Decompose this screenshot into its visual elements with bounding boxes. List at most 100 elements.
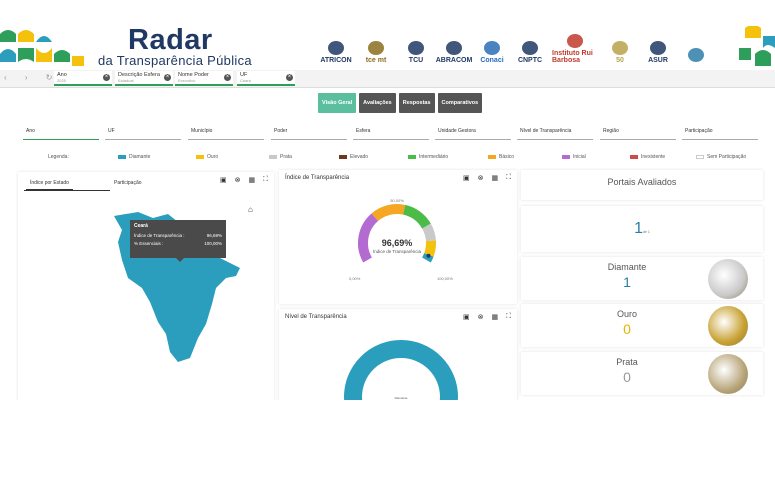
gauge-panel: Índice de Transparência ▣ ⊗ ▦ ⛶ 96,69% Í… [279,170,517,304]
fullscreen-icon[interactable]: ⛶ [506,313,511,320]
legend-swatch [269,155,277,159]
partner-logo-label: tce mt [365,57,387,64]
gauge-segment [421,223,436,242]
tooltip-label: % Essenciais : [134,241,164,246]
filter-chip[interactable]: UF Ceará × [237,71,295,86]
partner-logo-label: 50 [616,57,624,64]
filter-dropdown[interactable]: Unidade Gestora [435,128,511,140]
portal-level-card: Diamante 1 [521,257,763,300]
decorative-shapes [0,30,84,66]
chip-value: 2025 [57,78,66,83]
table-view-icon[interactable]: ▦ [491,314,499,321]
chip-remove-icon[interactable]: × [164,74,171,81]
chip-label: UF [240,72,248,78]
image-export-icon[interactable]: ▣ [219,177,227,184]
decorative-shapes-right [739,26,775,66]
legend-swatch [562,155,570,159]
portals-total-card: 1de 1 [521,206,763,252]
table-view-icon[interactable]: ▦ [491,175,499,182]
legend-swatch [408,155,416,159]
filter-dropdown[interactable]: Participação [682,128,758,140]
level-card-value: 1 [623,274,631,290]
partner-logo-label: Conaci [480,57,504,64]
image-export-icon[interactable]: ▣ [462,175,470,182]
transparency-gauge[interactable]: 96,69% Índice de Transparência 50,00% 0,… [339,198,459,298]
partner-logo-icon [446,41,462,55]
gauge-min-label: 0,00% [349,276,361,281]
partner-logo-label: ABRACOM [435,57,473,64]
tooltip-value: 100,00% [204,241,222,246]
map-panel: ▣ ⊗ ▦ ⛶ Índice por Estado Participação ⌂ [18,172,274,400]
filter-chip[interactable]: Descrição Esfera Estadual × [115,71,173,86]
chip-remove-icon[interactable]: × [103,74,110,81]
chip-value: Estadual [118,78,134,83]
partner-logo-icon [688,48,704,62]
fullscreen-icon[interactable]: ⛶ [506,174,511,181]
navigation-arrows-icon[interactable]: ‹ › ↻ [4,73,61,82]
gauge-value: 96,69% [382,238,413,248]
image-export-icon[interactable]: ▣ [462,314,470,321]
legend-item: Elevado [339,154,368,160]
partner-logo-label: TCU [408,57,424,64]
tooltip-label: Índice de Transparência : [134,233,185,238]
filter-chip[interactable]: Ano 2025 × [54,71,112,86]
filter-dropdown[interactable]: Município [188,128,264,140]
filter-dropdown[interactable]: Esfera [353,128,429,140]
partner-logo: Instituto Rui Barbosa [552,34,598,64]
legend-item: Diamante [118,154,150,160]
gauge-panel-title: Índice de Transparência [285,175,350,181]
partner-logo: Conaci [476,41,508,64]
filter-dropdown[interactable]: Região [600,128,676,140]
map-tooltip: Ceará Índice de Transparência : 96,69% %… [130,220,226,262]
portals-title: Portais Avaliados [607,177,677,187]
tab-respostas[interactable]: Respostas [398,93,435,113]
close-circle-icon[interactable]: ⊗ [477,314,484,321]
tab-indice-por-estado[interactable]: Índice por Estado [26,177,73,190]
legend-item: Intermediário [408,154,448,160]
partner-logo: CNPTC [514,41,546,64]
tab-avaliacoes[interactable]: Avaliações [359,93,396,113]
home-icon[interactable]: ⌂ [248,205,253,214]
brand-subtitle: da Transparência Pública [98,53,252,68]
medal-icon [708,354,748,394]
filter-dropdown[interactable]: Poder [271,128,347,140]
filter-chip[interactable]: Nome Poder Executivo × [175,71,233,86]
brand-title: Radar [128,24,213,56]
filter-chip-bar: ‹ › ↻ Ano 2025 × Descrição Esfera Estadual × N… [0,70,775,88]
gauge-max-label: 100,00% [437,276,453,281]
close-circle-icon[interactable]: ⊗ [234,177,241,184]
level-card-value: 0 [623,321,631,337]
legend-swatch [196,155,204,159]
partner-logo-label: CNPTC [517,57,543,64]
legend-label: Prata [280,154,292,160]
tab-participacao[interactable]: Participação [114,180,142,186]
tab-comparativos[interactable]: Comparativos [437,93,483,113]
partner-logo-icon [522,41,538,55]
tab-visao-geral[interactable]: Visão Geral [318,93,357,113]
table-view-icon[interactable]: ▦ [248,177,256,184]
filter-dropdown[interactable]: Nível de Transparência [517,128,593,140]
legend-label: Diamante [129,154,151,160]
filter-dropdown[interactable]: Ano [23,128,99,140]
level-card-title: Ouro [616,309,637,319]
chip-remove-icon[interactable]: × [224,74,231,81]
portals-total: 1de 1 [521,220,763,238]
panel-toolbar: ▣ ⊗ ▦ ⛶ [463,313,511,321]
page-bottom [0,400,775,485]
tooltip-value: 96,69% [206,233,222,238]
medal-icon [708,259,748,299]
close-circle-icon[interactable]: ⊗ [477,175,484,182]
legend-swatch [118,155,126,159]
partner-logo-label: ASUR [648,57,668,64]
filter-dropdown[interactable]: UF [105,128,181,140]
fullscreen-icon[interactable]: ⛶ [263,176,268,183]
legend-item: Ouro [196,154,218,160]
panel-toolbar: ▣ ⊗ ▦ ⛶ [463,174,511,182]
gauge-value-label: Índice de Transparência [373,248,422,254]
partner-logo-label: ATRICON [320,57,352,64]
chip-remove-icon[interactable]: × [286,74,293,81]
legend-label: Ouro [207,154,219,160]
panel-toolbar: ▣ ⊗ ▦ ⛶ [220,176,268,184]
legend: Legenda: Diamante Ouro Prata Elevado Intermed… [48,154,768,162]
level-card-title: Prata [616,357,638,367]
